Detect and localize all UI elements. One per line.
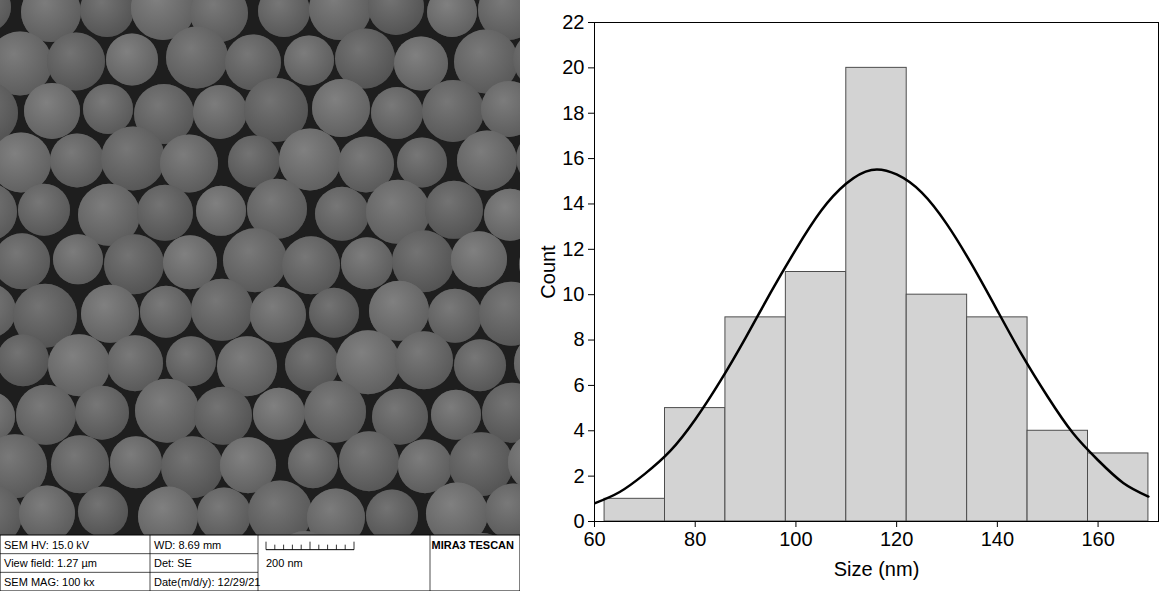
- svg-text:Size (nm): Size (nm): [834, 558, 920, 580]
- svg-text:20: 20: [562, 56, 584, 78]
- svg-text:12: 12: [562, 238, 584, 260]
- svg-text:View field: 1.27 µm: View field: 1.27 µm: [4, 557, 97, 569]
- svg-text:14: 14: [562, 192, 584, 214]
- svg-text:60: 60: [583, 528, 605, 550]
- svg-text:MIRA3 TESCAN: MIRA3 TESCAN: [431, 539, 514, 551]
- svg-text:80: 80: [684, 528, 706, 550]
- svg-text:120: 120: [880, 528, 913, 550]
- svg-text:0: 0: [573, 509, 585, 532]
- svg-text:140: 140: [981, 528, 1014, 550]
- svg-text:Det: SE: Det: SE: [154, 557, 192, 569]
- svg-text:2: 2: [573, 465, 584, 487]
- svg-text:22: 22: [562, 11, 584, 33]
- svg-text:SEM HV: 15.0 kV: SEM HV: 15.0 kV: [4, 539, 90, 551]
- svg-text:4: 4: [573, 419, 584, 441]
- svg-text:18: 18: [562, 102, 584, 124]
- svg-text:100: 100: [779, 528, 812, 550]
- svg-text:200 nm: 200 nm: [266, 557, 303, 569]
- svg-text:6: 6: [573, 374, 584, 396]
- svg-text:8: 8: [573, 328, 584, 350]
- svg-text:16: 16: [562, 147, 584, 169]
- svg-text:160: 160: [1081, 528, 1114, 550]
- svg-text:WD: 8.69 mm: WD: 8.69 mm: [154, 539, 221, 551]
- svg-text:10: 10: [562, 283, 584, 305]
- svg-text:SEM MAG: 100 kx: SEM MAG: 100 kx: [4, 576, 95, 588]
- svg-text:Date(m/d/y): 12/29/21: Date(m/d/y): 12/29/21: [154, 576, 260, 588]
- svg-text:Count: Count: [537, 245, 559, 299]
